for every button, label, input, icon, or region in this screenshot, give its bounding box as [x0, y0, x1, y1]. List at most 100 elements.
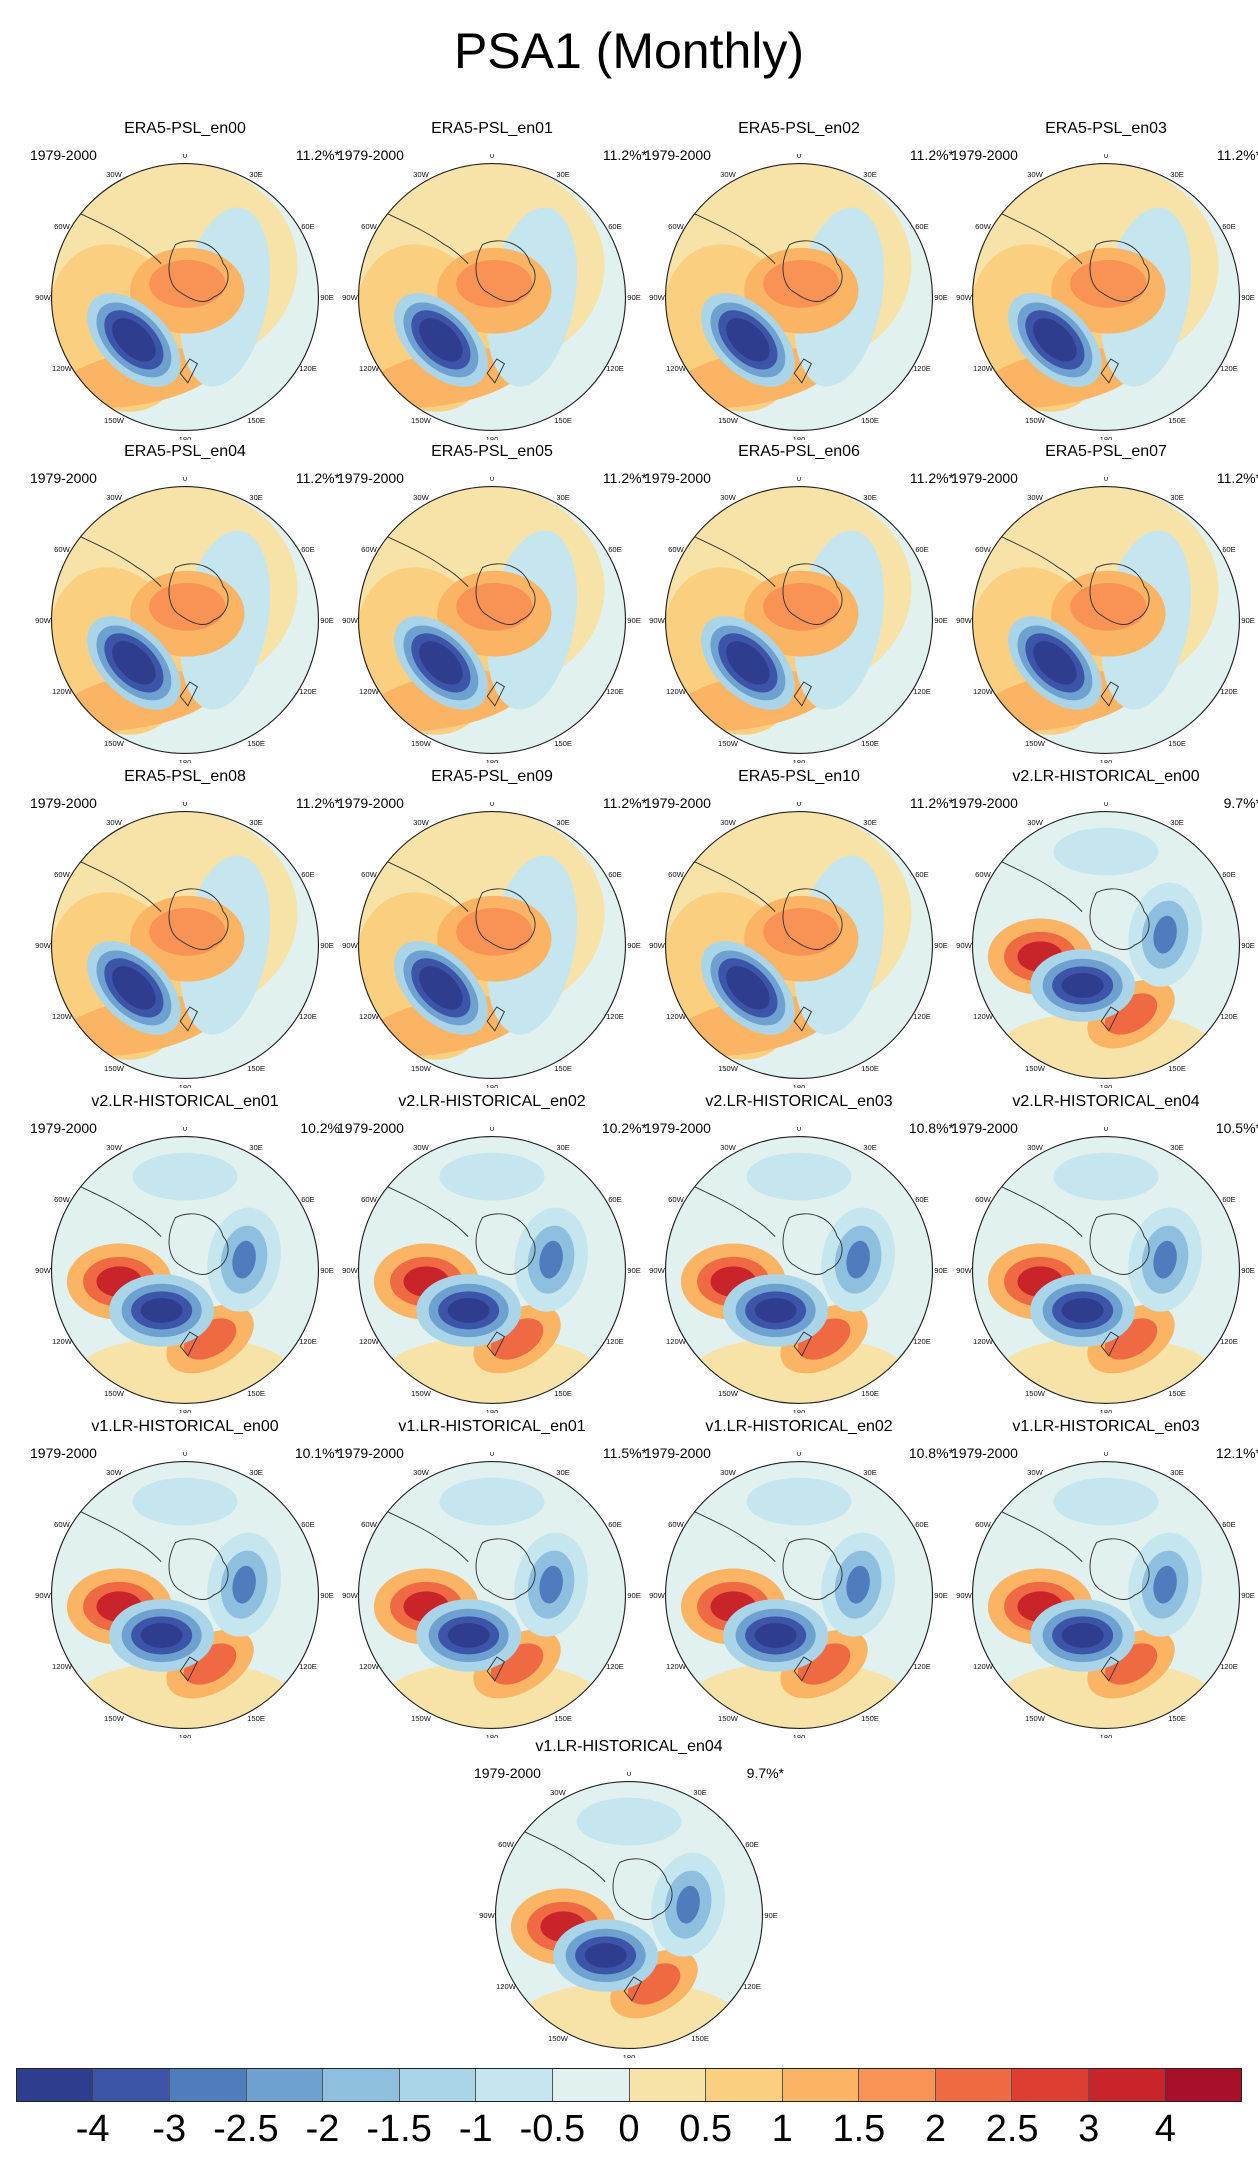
longitude-label: 120W [666, 687, 687, 696]
longitude-label: 90E [934, 1266, 948, 1275]
colorbar-swatch [1012, 2069, 1089, 2101]
longitude-label: 150W [718, 739, 739, 748]
longitude-label: 0 [1104, 477, 1108, 483]
longitude-label: 90W [649, 941, 665, 950]
longitude-label: 150E [861, 1714, 879, 1723]
longitude-label: 60E [1222, 1520, 1236, 1529]
longitude-label: 120E [606, 1662, 624, 1671]
longitude-label: 90W [956, 616, 972, 625]
map-background [665, 1136, 933, 1404]
longitude-label: 90W [956, 293, 972, 302]
longitude-label: 180 [486, 1733, 499, 1738]
longitude-label: 120E [743, 1982, 761, 1991]
longitude-label: 0 [627, 1772, 631, 1778]
map-boundary [494, 1780, 764, 2050]
longitude-label: 150E [1168, 1714, 1186, 1723]
coastline [782, 888, 843, 950]
panel-variance: 11.2%* [909, 470, 954, 486]
longitude-label: 60W [668, 870, 684, 879]
longitude-label: 150W [718, 1389, 739, 1398]
longitude-label: 150E [861, 739, 879, 748]
map-boundary [50, 1460, 320, 1730]
panel-title: ERA5-PSL_en08 [124, 768, 246, 785]
longitude-label: 180 [486, 435, 499, 440]
polar-map: 0 30E 60E 90E 120E 150E 180 150W 120W 90W 60W 30W [342, 802, 641, 1088]
panel-period: 1979-2000 [951, 470, 1018, 486]
anomaly-contour [1053, 1152, 1159, 1201]
longitude-label: 60W [668, 1195, 684, 1204]
colorbar-swatch [476, 2069, 553, 2101]
longitude-label: 120W [973, 1337, 994, 1346]
polar-map: 0 30E 60E 90E 120E 150E 180 150W 120W 90W 60W 30W [649, 802, 948, 1088]
anomaly-contour [112, 318, 156, 362]
longitude-label: 120W [496, 1982, 517, 1991]
map-background [972, 1136, 1240, 1404]
anomaly-contour [726, 966, 770, 1010]
longitude-label: 120E [299, 1662, 317, 1671]
panel-period: 1979-2000 [474, 1765, 541, 1781]
longitude-label: 180 [179, 758, 192, 763]
map-boundary [50, 162, 320, 432]
coastline [782, 1538, 843, 1600]
colorbar-tick-label: 4 [1154, 2108, 1176, 2150]
longitude-label: 60W [975, 545, 991, 554]
longitude-label: 30E [556, 818, 570, 827]
longitude-label: 150E [861, 416, 879, 425]
longitude-label: 120W [973, 1662, 994, 1671]
longitude-label: 30W [720, 818, 736, 827]
longitude-label: 180 [1100, 1083, 1113, 1088]
anomaly-contour [1153, 1240, 1177, 1279]
colorbar-swatch [552, 2069, 630, 2101]
longitude-label: 30E [1170, 818, 1184, 827]
coastline [1100, 1006, 1120, 1032]
longitude-label: 90W [649, 616, 665, 625]
longitude-label: 180 [179, 435, 192, 440]
coastline [782, 1213, 843, 1275]
coastline [612, 1858, 673, 1920]
longitude-label: 120W [973, 1012, 994, 1021]
map-boundary [971, 810, 1241, 1080]
longitude-label: 60W [361, 222, 377, 231]
panel-variance: 11.2%* [602, 147, 647, 163]
longitude-label: 0 [797, 802, 801, 808]
coastline [996, 533, 1083, 587]
map-background [51, 1461, 319, 1729]
panel-title: ERA5-PSL_en10 [738, 768, 860, 785]
longitude-label: 180 [179, 1733, 192, 1738]
coastline [1100, 1656, 1120, 1682]
coastline [689, 210, 776, 264]
panel-period: 1979-2000 [337, 147, 404, 163]
longitude-label: 150W [411, 739, 432, 748]
polar-map: 0 30E 60E 90E 120E 150E 180 150W 120W 90W 60W 30W [956, 477, 1255, 763]
map-boundary [357, 1135, 627, 1405]
anomaly-contour [1061, 1623, 1104, 1648]
longitude-label: 120E [299, 1337, 317, 1346]
anomaly-contour [1153, 1565, 1177, 1604]
longitude-label: 120E [1220, 1662, 1238, 1671]
longitude-label: 90E [627, 293, 641, 302]
anomaly-contour [439, 1477, 545, 1526]
coastline [475, 240, 536, 302]
longitude-label: 90E [934, 293, 948, 302]
longitude-label: 180 [793, 1083, 806, 1088]
panel-title: v2.LR-HISTORICAL_en03 [705, 1093, 893, 1110]
anomaly-contour [1053, 1477, 1159, 1526]
anomaly-contour [746, 1477, 852, 1526]
anomaly-contour [447, 1623, 490, 1648]
longitude-label: 150W [548, 2034, 569, 2043]
longitude-label: 150W [104, 739, 125, 748]
anomaly-contour [419, 641, 463, 685]
map-boundary [50, 810, 320, 1080]
panel-period: 1979-2000 [30, 470, 97, 486]
panel-period: 1979-2000 [30, 1445, 97, 1461]
longitude-label: 0 [797, 1452, 801, 1458]
polar-map: 0 30E 60E 90E 120E 150E 180 150W 120W 90W 60W 30W [342, 1127, 641, 1413]
longitude-label: 0 [1104, 154, 1108, 160]
longitude-label: 120E [913, 1337, 931, 1346]
panel-title: v1.LR-HISTORICAL_en03 [1012, 1418, 1200, 1435]
anomaly-contour [1070, 260, 1147, 308]
longitude-label: 60W [361, 870, 377, 879]
longitude-label: 30W [1027, 493, 1043, 502]
colorbar-tick-label: -2.5 [213, 2108, 279, 2150]
longitude-label: 60E [301, 545, 315, 554]
